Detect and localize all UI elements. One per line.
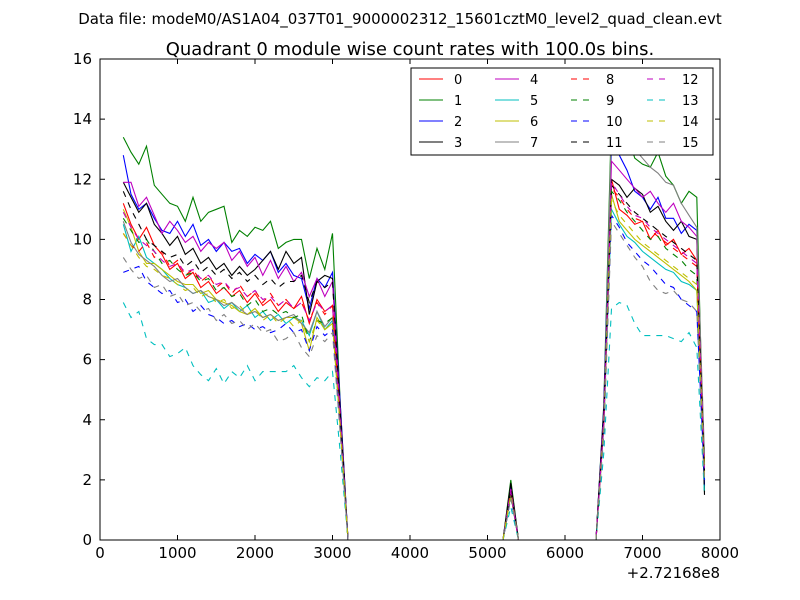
legend-label-15: 15	[682, 136, 699, 151]
series-line-0	[122, 179, 706, 541]
x-tick-label: 7000	[623, 544, 661, 562]
x-tick-label: 6000	[546, 544, 584, 562]
series-line-1	[122, 115, 706, 541]
x-tick-label: 3000	[313, 544, 351, 562]
chart-suptitle: Data file: modeM0/AS1A04_037T01_90000023…	[78, 10, 722, 29]
x-tick-label: 8000	[701, 544, 739, 562]
legend-label-8: 8	[606, 73, 614, 88]
y-tick-label: 10	[73, 230, 92, 248]
plot-area: 0 1000 2000 3000 4000 5000 6000 7000 80000246810…	[73, 50, 739, 562]
legend-label-11: 11	[606, 136, 623, 151]
x-tick-label: 1000	[158, 544, 196, 562]
series-line-13	[122, 301, 706, 541]
legend-label-3: 3	[454, 136, 462, 151]
legend-label-6: 6	[530, 115, 538, 130]
legend-label-0: 0	[454, 73, 462, 88]
series-line-6	[122, 194, 706, 541]
legend-label-4: 4	[530, 73, 538, 88]
legend-label-2: 2	[454, 115, 462, 130]
series-line-12	[122, 180, 706, 541]
series-line-3	[122, 178, 706, 541]
y-tick-label: 14	[73, 110, 92, 128]
series-line-5	[122, 207, 706, 541]
legend-label-9: 9	[606, 94, 614, 109]
x-tick-label: 5000	[468, 544, 506, 562]
series-line-7	[122, 123, 706, 541]
legend-label-5: 5	[530, 94, 538, 109]
legend-label-1: 1	[454, 94, 462, 109]
chart-title: Quadrant 0 module wise count rates with …	[166, 39, 655, 60]
legend-label-7: 7	[530, 136, 538, 151]
series-line-11	[122, 183, 706, 541]
series-line-8	[122, 186, 706, 541]
x-tick-label: 4000	[391, 544, 429, 562]
x-tick-label: 2000	[236, 544, 274, 562]
y-tick-label: 2	[82, 471, 92, 489]
y-tick-label: 0	[82, 531, 92, 549]
x-tick-label: 0	[95, 544, 105, 562]
x-offset-label: +2.72168e8	[627, 564, 720, 582]
series-line-14	[122, 198, 706, 541]
y-tick-label: 6	[82, 351, 92, 369]
legend-label-10: 10	[606, 115, 623, 130]
legend-box	[410, 67, 714, 156]
y-tick-label: 8	[82, 291, 92, 309]
legend-label-13: 13	[682, 94, 699, 109]
y-tick-label: 4	[82, 411, 92, 429]
legend-label-12: 12	[682, 73, 699, 88]
y-tick-label: 16	[73, 50, 92, 68]
series-line-15	[122, 219, 706, 541]
series-line-4	[123, 159, 706, 541]
y-tick-label: 12	[73, 170, 92, 188]
legend-label-14: 14	[682, 115, 699, 130]
